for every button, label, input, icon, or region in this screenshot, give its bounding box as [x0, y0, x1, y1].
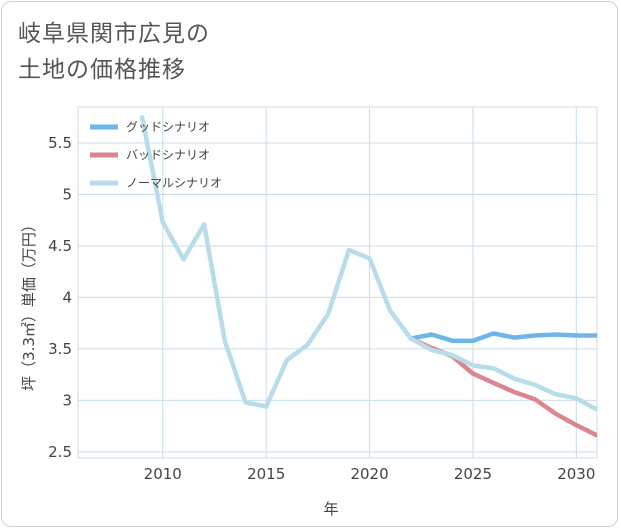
- y-tick-label: 2.5: [48, 443, 72, 461]
- grid-lines: [77, 106, 598, 459]
- legend-label-good: グッドシナリオ: [126, 120, 210, 134]
- x-tick-label: 2025: [454, 465, 492, 483]
- y-tick-label: 4.5: [48, 237, 72, 255]
- x-tick-label: 2030: [557, 465, 595, 483]
- x-tick-labels: 2010 2015 2020 2025 2030: [144, 465, 596, 483]
- series-line-good: [408, 331, 597, 343]
- x-tick-label: 2015: [247, 465, 285, 483]
- legend-label-bad: バッドシナリオ: [126, 148, 210, 162]
- x-axis-label: 年: [323, 500, 338, 518]
- y-axis-label: 坪（3.3㎡）単価（万円）: [20, 217, 38, 391]
- chart-title-line2: 土地の価格推移: [18, 57, 186, 83]
- chart-title: 岐阜県関市広見の 土地の価格推移: [18, 16, 210, 88]
- y-tick-labels: 2.5 3 3.5 4 4.5 5 5.5: [48, 134, 72, 461]
- chart-title-line1: 岐阜県関市広見の: [18, 21, 210, 47]
- series-line-normal: [139, 115, 597, 412]
- plot-area-frame: [77, 106, 598, 459]
- legend-label-normal: ノーマルシナリオ: [126, 176, 222, 190]
- y-tick-label: 5.5: [48, 134, 72, 152]
- y-tick-label: 3: [62, 391, 72, 409]
- y-tick-label: 4: [62, 288, 72, 306]
- y-tick-label: 5: [62, 185, 72, 203]
- x-tick-label: 2010: [144, 465, 182, 483]
- series-lines: [139, 115, 597, 438]
- x-tick-label: 2020: [350, 465, 388, 483]
- y-tick-label: 3.5: [48, 340, 72, 358]
